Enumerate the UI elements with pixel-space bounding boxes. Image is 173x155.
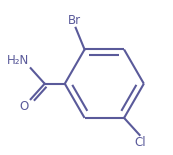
Text: Cl: Cl	[135, 136, 146, 149]
Text: O: O	[19, 100, 28, 113]
Text: Br: Br	[68, 14, 81, 27]
Text: H₂N: H₂N	[7, 54, 29, 67]
